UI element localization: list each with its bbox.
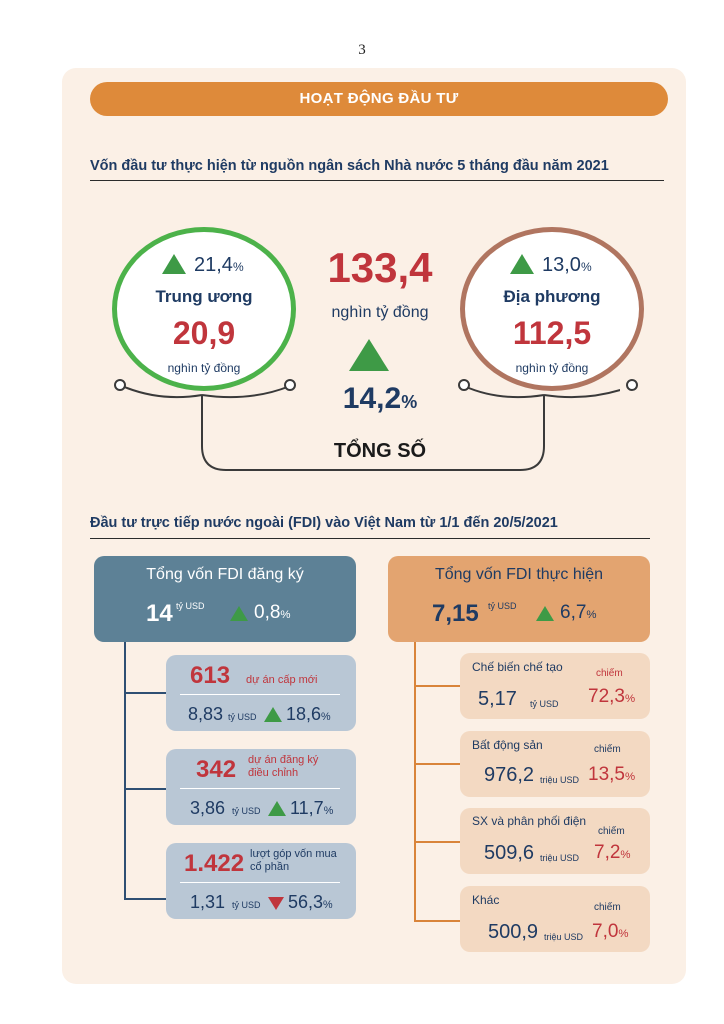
- connector-lines: [121, 385, 620, 471]
- local-value: 112,5: [512, 315, 592, 351]
- section-divider: [90, 180, 664, 181]
- new-projects-change: 18,6%: [286, 704, 331, 724]
- adjusted-projects-change: 11,7%: [290, 798, 334, 818]
- total-label: TỔNG SỐ: [298, 440, 462, 463]
- sector-share: 72,3%: [588, 686, 636, 707]
- share-label: chiếm: [594, 744, 621, 755]
- fdi-share-purchase-card: [166, 843, 356, 919]
- fdi-implemented-value: 7,15: [432, 600, 479, 627]
- sector-share: 7,2%: [594, 842, 631, 863]
- central-label: Trung ương: [155, 287, 253, 306]
- share-purchase-count: 1.422: [184, 850, 245, 877]
- central-circle: [112, 227, 296, 391]
- sector-name: Bất động sản: [472, 738, 543, 752]
- sector-name: SX và phân phối điện: [472, 814, 587, 828]
- local-growth: 13,0%: [542, 254, 592, 276]
- sector-card-manufacturing: [460, 653, 650, 719]
- central-unit: nghìn tỷ đồng: [167, 361, 241, 375]
- sector-unit: triệu USD: [540, 853, 580, 863]
- sector-unit: tỷ USD: [530, 699, 559, 709]
- central-growth: 21,4%: [194, 254, 244, 276]
- local-label: Địa phương: [503, 287, 601, 306]
- adjusted-projects-unit: tỷ USD: [232, 806, 261, 816]
- fdi-adjusted-projects-card: [166, 749, 356, 825]
- card-divider: [180, 694, 340, 695]
- fdi-registered-title: Tổng vốn FDI đăng ký: [146, 566, 304, 583]
- sector-share: 13,5%: [588, 764, 636, 785]
- share-label: chiếm: [596, 668, 623, 679]
- card-divider: [180, 882, 340, 883]
- section-divider: [90, 538, 650, 539]
- sector-unit: triệu USD: [544, 932, 584, 942]
- arrow-up-icon: [349, 339, 389, 371]
- sector-card-other: [460, 886, 650, 952]
- sector-card-electricity: [460, 808, 650, 874]
- sector-share: 7,0%: [592, 921, 629, 942]
- tree-line: [124, 642, 126, 900]
- adjusted-projects-value: 3,86: [190, 798, 226, 818]
- tree-line: [414, 763, 460, 765]
- fdi-registered-unit: tỷ USD: [176, 601, 205, 611]
- fdi-registered-growth: 0,8%: [254, 602, 291, 623]
- sector-value: 5,17: [478, 688, 517, 710]
- total-unit: nghìn tỷ đồng: [331, 304, 429, 321]
- tree-line: [124, 898, 166, 900]
- new-projects-label: dự án cấp mới: [246, 674, 318, 686]
- arrow-up-icon: [536, 606, 554, 621]
- share-purchase-unit: tỷ USD: [232, 900, 261, 910]
- fdi-implemented-title: Tổng vốn FDI thực hiện: [434, 566, 604, 583]
- connector-dot: [458, 379, 470, 391]
- share-purchase-label: lượt góp vốn mua cổ phần: [250, 848, 337, 873]
- connector-dot: [626, 379, 638, 391]
- share-purchase-change: 56,3%: [288, 892, 333, 912]
- page-number: 3: [358, 42, 366, 58]
- adjusted-projects-label: dự án đăng ký điều chỉnh: [248, 754, 319, 779]
- fdi-implemented-unit: tỷ USD: [488, 601, 517, 611]
- arrow-up-icon: [264, 707, 282, 722]
- local-circle: [460, 227, 644, 391]
- arrow-up-icon: [510, 254, 534, 274]
- sector-unit: triệu USD: [540, 775, 580, 785]
- local-unit: nghìn tỷ đồng: [515, 361, 589, 375]
- total-growth: 14,2%: [342, 382, 418, 415]
- tree-line: [414, 920, 460, 922]
- share-purchase-value: 1,31: [190, 892, 226, 912]
- sector-value: 976,2: [484, 764, 535, 786]
- new-projects-count: 613: [190, 662, 231, 689]
- share-label: chiếm: [598, 826, 625, 837]
- fdi-implemented-growth: 6,7%: [560, 602, 597, 623]
- new-projects-value: 8,83: [188, 704, 224, 724]
- sector-value: 500,9: [488, 921, 539, 943]
- central-value: 20,9: [172, 315, 236, 351]
- banner-title: HOẠT ĐỘNG ĐẦU TƯ: [90, 82, 668, 116]
- new-projects-unit: tỷ USD: [228, 712, 257, 722]
- adjusted-projects-count: 342: [196, 756, 237, 783]
- fdi-registered-box: [94, 556, 356, 642]
- tree-line: [124, 692, 166, 694]
- state-budget-title: Vốn đầu tư thực hiện từ nguồn ngân sách …: [90, 158, 609, 174]
- connector-dot: [114, 379, 126, 391]
- tree-line: [414, 685, 460, 687]
- arrow-up-icon: [162, 254, 186, 274]
- tree-line: [124, 788, 166, 790]
- arrow-down-icon: [268, 897, 284, 910]
- arrow-up-icon: [230, 606, 248, 621]
- arrow-up-icon: [268, 801, 286, 816]
- tree-line: [414, 841, 460, 843]
- tree-line: [414, 642, 416, 922]
- connector-dot: [284, 379, 296, 391]
- fdi-new-projects-card: [166, 655, 356, 731]
- sector-name: Chế biến chế tạo: [472, 660, 563, 674]
- sector-name: Khác: [472, 893, 500, 907]
- card-divider: [180, 788, 340, 789]
- fdi-registered-value: 14: [146, 600, 173, 627]
- total-value: 133,4: [327, 244, 433, 291]
- fdi-title: Đầu tư trực tiếp nước ngoài (FDI) vào Vi…: [90, 515, 558, 531]
- fdi-implemented-box: [388, 556, 650, 642]
- sector-value: 509,6: [484, 842, 535, 864]
- share-label: chiếm: [594, 902, 621, 913]
- sector-card-real-estate: [460, 731, 650, 797]
